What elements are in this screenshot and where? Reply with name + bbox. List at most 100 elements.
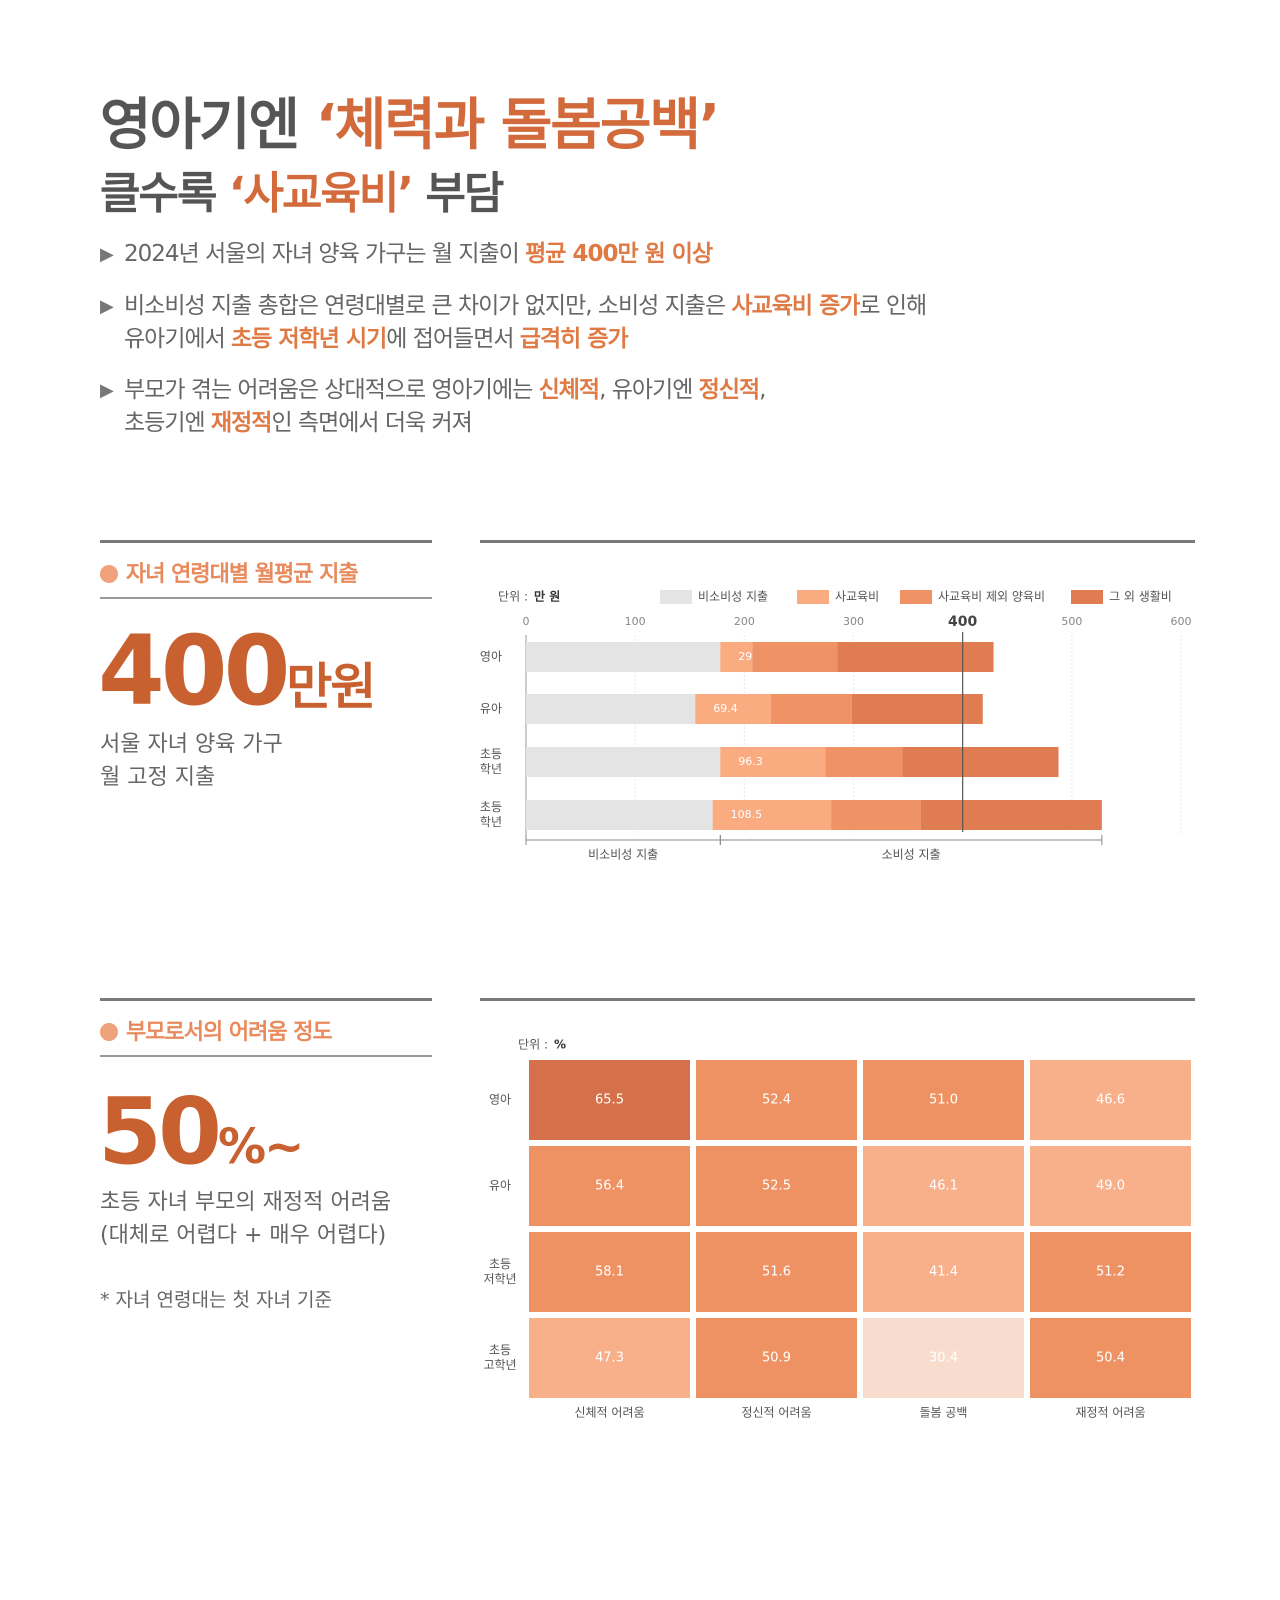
highlight-text: 신체적 (538, 377, 600, 403)
text: 영아기엔 (100, 93, 316, 158)
text: 클수록 (100, 168, 229, 219)
legend-swatch (900, 590, 932, 604)
bullet-icon: ▶ (100, 296, 114, 317)
text: 비소비성 지출 총합은 연령대별로 큰 차이가 없지만, 소비성 지출은 (124, 293, 732, 319)
y-tick-label: 유아 (480, 702, 502, 716)
desc-line: (대체로 어렵다 + 매우 어렵다) (100, 1223, 387, 1248)
bullet-line: 부모가 겪는 어려움은 상대적으로 영아기에는 신체적, 유아기엔 정신적, (100, 374, 767, 407)
stat-value: 50 (98, 1078, 222, 1185)
cell-label: 46.6 (1096, 1093, 1125, 1108)
header: 영아기엔 ‘체력과 돌봄공백’ 클수록 ‘사교육비’ 부담 (100, 88, 721, 224)
bar-segment (526, 642, 721, 672)
section-title-text: 부모로서의 어려움 정도 (126, 1020, 333, 1045)
row-label: 저학년 (483, 1272, 516, 1286)
cell-label: 30.4 (929, 1351, 958, 1366)
stat-unit: %~ (218, 1119, 304, 1175)
highlight-text: 정신적 (698, 377, 760, 403)
heat-cell (696, 1318, 857, 1398)
row-label: 유아 (489, 1179, 511, 1193)
x-tick-label: 600 (1171, 615, 1192, 628)
bar-segment (720, 747, 826, 777)
x-tick-label: 400 (948, 614, 977, 630)
cell-label: 51.2 (1096, 1265, 1125, 1280)
stat-value: 400 (98, 615, 290, 727)
unit: % (554, 1038, 566, 1052)
cell-label: 41.4 (929, 1265, 958, 1280)
desc-line: 월 고정 지출 (100, 765, 216, 790)
heat-cell (863, 1318, 1024, 1398)
unit-prefix: 단위 : (498, 590, 528, 604)
unit: 만 원 (534, 589, 560, 604)
highlight-text: 재정적 (210, 410, 272, 436)
legend-label: 비소비성 지출 (698, 590, 768, 604)
text: , (759, 377, 766, 403)
x-tick-label: 200 (734, 615, 755, 628)
bar-segment (920, 800, 1102, 830)
bar-label: 96.3 (738, 755, 763, 768)
heat-cell (696, 1232, 857, 1312)
heat-cell (529, 1318, 690, 1398)
heat-cell (529, 1060, 690, 1140)
rule (100, 1055, 432, 1057)
heat-cell (1030, 1146, 1191, 1226)
bullet-line: 초등기엔 재정적인 측면에서 더욱 커져 (100, 407, 765, 440)
x-tick-label: 100 (625, 615, 646, 628)
row-label: 초등 (489, 1343, 511, 1357)
row-label: 초등 (489, 1257, 511, 1271)
heat-cell (696, 1146, 857, 1226)
unit-prefix: 단위 : (518, 1038, 548, 1052)
y-tick-label: 고학년 (480, 815, 502, 829)
text: 로 인해 (859, 293, 927, 319)
cell-label: 50.9 (762, 1351, 791, 1366)
highlight-text: 평균 400만 원 이상 (525, 241, 713, 267)
highlight-text: 초등 저학년 시기 (231, 326, 387, 352)
bullet-line: 2024년 서울의 자녀 양육 가구는 월 지출이 평균 400만 원 이상 (100, 238, 713, 271)
heat-cell (529, 1146, 690, 1226)
rule (100, 597, 432, 599)
title-line: 클수록 ‘사교육비’ 부담 (100, 164, 718, 224)
text: 인 측면에서 더욱 커져 (271, 410, 472, 436)
bullet-icon: ▶ (100, 244, 114, 265)
cell-label: 65.5 (595, 1093, 624, 1108)
cell-label: 51.6 (762, 1265, 791, 1280)
highlight-text: ‘사교육비’ (228, 168, 414, 219)
bar-segment (831, 800, 921, 830)
cell-label: 46.1 (929, 1179, 958, 1194)
text: 2024년 서울의 자녀 양육 가구는 월 지출이 (124, 241, 526, 267)
bar-segment (695, 694, 771, 724)
stat-desc: 초등 자녀 부모의 재정적 어려움 (대체로 어렵다 + 매우 어렵다) (100, 1186, 391, 1252)
legend-swatch (797, 590, 829, 604)
row-label: 고학년 (483, 1358, 516, 1372)
y-tick-label: 초등 (480, 747, 502, 761)
heat-cell (1030, 1318, 1191, 1398)
row-label: 영아 (489, 1093, 511, 1107)
desc-line: 서울 자녀 양육 가구 (100, 732, 283, 757)
highlight-text: ‘체력과 돌봄공백’ (315, 93, 721, 158)
rule (480, 998, 1195, 1001)
x-tick-label: 500 (1061, 615, 1082, 628)
section-title-text: 자녀 연령대별 월평균 지출 (126, 562, 359, 587)
legend-label: 사교육비 (835, 590, 879, 604)
title-line: 영아기엔 ‘체력과 돌봄공백’ (100, 88, 721, 164)
note: * 자녀 연령대는 첫 자녀 기준 (100, 1289, 332, 1311)
group-label: 소비성 지출 (882, 848, 941, 862)
bar-segment (851, 694, 983, 724)
heatmap-chart: 단위 : % 영아 65.5 52.4 51.0 46.6 유아 56.4 52.5 46.1 49.… (483, 1038, 1191, 1420)
y-tick-label: 영아 (480, 650, 502, 664)
text: 초등기엔 (124, 410, 211, 436)
cell-label: 47.3 (595, 1351, 624, 1366)
bullet-line: 유아기에서 초등 저학년 시기에 접어들면서 급격히 증가 (100, 323, 926, 356)
stat: 400만원 (98, 615, 376, 727)
heat-cell (1030, 1060, 1191, 1140)
bar-segment (526, 800, 713, 830)
rule (100, 998, 432, 1001)
legend-label: 사교육비 제외 양육비 (938, 590, 1045, 604)
section-title: 자녀 연령대별 월평균 지출 (100, 556, 359, 588)
bar-segment (752, 642, 838, 672)
text: 부모가 겪는 어려움은 상대적으로 영아기에는 (124, 377, 539, 403)
rule (100, 540, 432, 543)
stat: 50%~ (98, 1078, 304, 1185)
x-tick-label: 0 (523, 615, 530, 628)
